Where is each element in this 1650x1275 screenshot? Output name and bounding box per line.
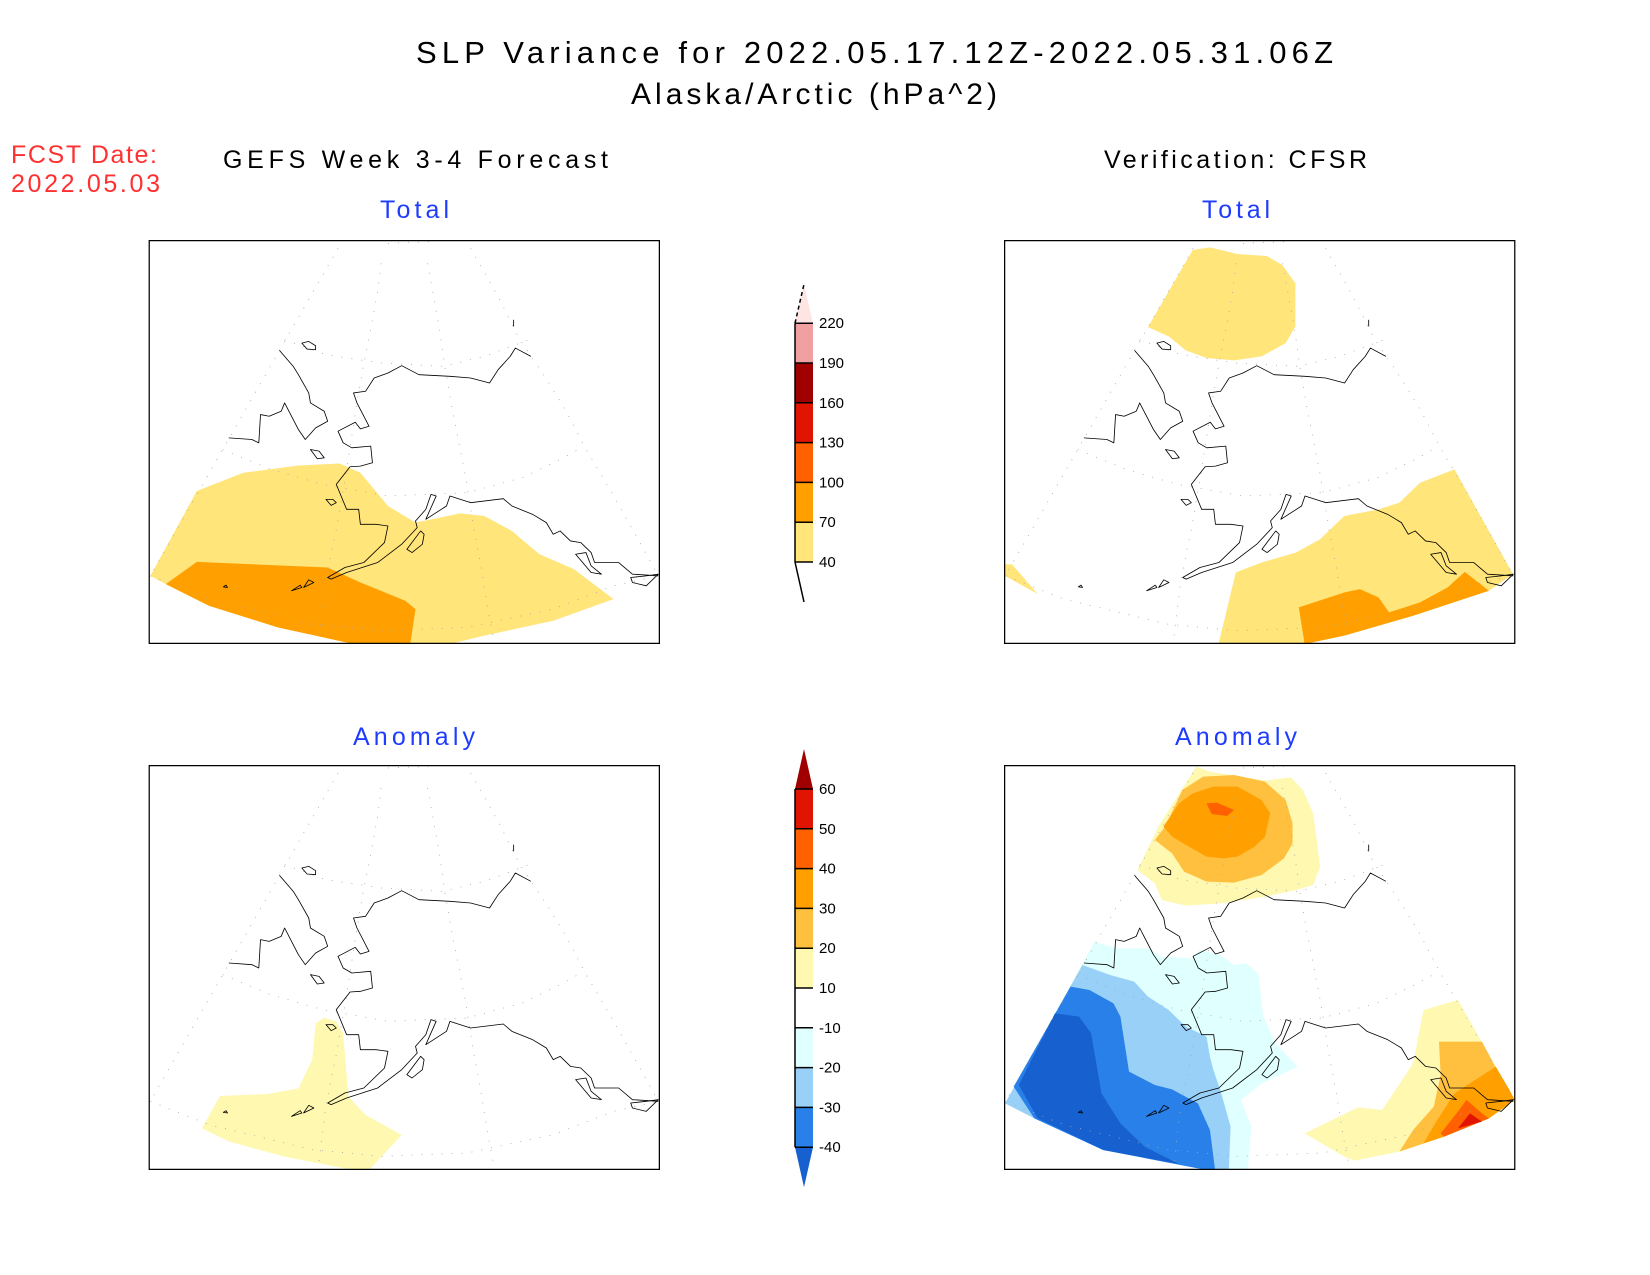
panel-title-verification-anomaly: Anomaly xyxy=(1175,723,1298,751)
colorbar-segment xyxy=(795,482,813,523)
fcst-date-label: FCST Date: xyxy=(11,141,157,169)
colorbar-tick-label: 50 xyxy=(819,821,836,838)
colorbar-under-triangle xyxy=(795,1147,813,1188)
colorbar-tick-label: 220 xyxy=(819,315,844,332)
colorbar-segment xyxy=(795,988,813,1028)
colorbar-over-triangle xyxy=(795,284,813,324)
contour-70-100 xyxy=(1298,571,1489,644)
map-forecast-anomaly xyxy=(149,765,660,1170)
colorbar-segment xyxy=(795,323,813,363)
colorbar-tick-label: 30 xyxy=(819,900,836,917)
colorbar-segment xyxy=(795,828,813,869)
figure-subtitle: Alaska/Arctic (hPa^2) xyxy=(631,78,997,111)
colorbar-tick-label: -20 xyxy=(819,1060,841,1077)
contour-30-40 xyxy=(1163,786,1271,859)
column-title-forecast: GEFS Week 3-4 Forecast xyxy=(223,146,608,174)
contour-below-neg40 xyxy=(1018,1013,1179,1164)
panel-title-verification-total: Total xyxy=(1202,196,1270,224)
coastline xyxy=(222,844,659,1117)
map-verification-anomaly xyxy=(1004,765,1515,1170)
colorbar-under-outline xyxy=(794,561,805,603)
colorbar-tick-label: -30 xyxy=(819,1099,841,1116)
colorbar-tick-label: 40 xyxy=(819,861,836,878)
colorbar-segment xyxy=(795,1107,813,1148)
colorbar-anomaly: 60 50 40 30 20 10 -10 -20 -30 -40 xyxy=(794,749,841,1188)
figure-title: SLP Variance for 2022.05.17.12Z-2022.05.… xyxy=(416,35,1333,70)
colorbar-tick-label: 160 xyxy=(819,395,844,412)
colorbar-segment xyxy=(795,402,813,443)
colorbar-segment xyxy=(795,442,813,483)
fcst-date-value: 2022.05.03 xyxy=(11,170,160,198)
contour-10-20 xyxy=(201,1017,402,1170)
panel-title-forecast-total: Total xyxy=(380,196,449,224)
contour-70-100 xyxy=(165,561,416,644)
contour-40-70 xyxy=(1147,247,1296,361)
colorbar-tick-label: -40 xyxy=(819,1139,841,1156)
colorbar-total: 40 70 100 130 160 190 220 xyxy=(794,284,844,603)
colorbar-tick-label: 40 xyxy=(819,554,836,571)
colorbar-segment xyxy=(795,908,813,949)
colorbar-segment xyxy=(795,868,813,909)
panel-title-forecast-anomaly: Anomaly xyxy=(353,723,476,751)
colorbar-segment xyxy=(795,363,813,403)
colorbar-over-triangle xyxy=(795,749,813,789)
colorbar-tick-label: 10 xyxy=(819,980,836,997)
colorbar-segment xyxy=(795,1027,813,1068)
map-forecast-total xyxy=(149,240,660,644)
contour-40-50 xyxy=(1206,802,1235,816)
contour-40-70 xyxy=(1005,564,1038,595)
colorbar-tick-label: 20 xyxy=(819,940,836,957)
colorbar-tick-label: -10 xyxy=(819,1020,841,1037)
contour-50-60 xyxy=(1457,1113,1482,1129)
colorbar-segment xyxy=(795,948,813,988)
colorbar-tick-label: 100 xyxy=(819,474,844,491)
colorbar-segment xyxy=(795,1067,813,1108)
colorbar-tick-label: 130 xyxy=(819,435,844,452)
colorbar-segment xyxy=(795,522,813,562)
colorbar-segment xyxy=(795,789,813,829)
colorbar-tick-label: 70 xyxy=(819,514,836,531)
colorbar-tick-label: 190 xyxy=(819,355,844,372)
colorbar-tick-label: 60 xyxy=(819,781,836,798)
map-verification-total xyxy=(1004,240,1515,644)
column-title-verification: Verification: CFSR xyxy=(1104,146,1367,174)
contour-40-50 xyxy=(1440,1100,1489,1137)
